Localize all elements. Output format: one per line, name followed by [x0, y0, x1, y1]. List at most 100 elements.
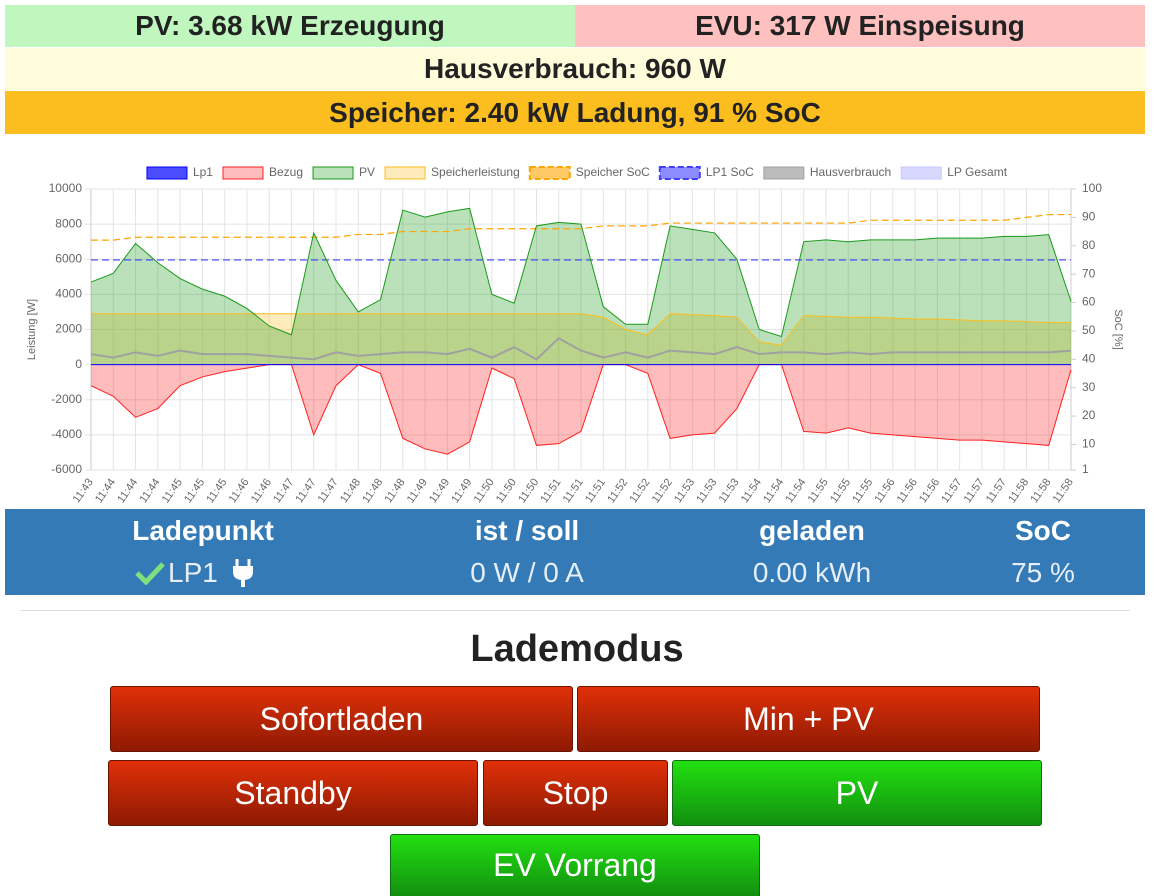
y-tick-label: 0	[75, 357, 82, 371]
evu-status: EVU: 317 W Einspeisung	[575, 5, 1145, 47]
x-tick-label: 11:53	[672, 477, 697, 506]
x-tick-label: 11:47	[293, 477, 318, 506]
x-tick-label: 11:58	[1028, 477, 1053, 506]
x-tick-label: 11:54	[761, 477, 786, 506]
legend-swatch	[763, 166, 805, 180]
legend-swatch	[312, 166, 354, 180]
legend-swatch	[222, 166, 264, 180]
x-tick-label: 11:51	[561, 477, 586, 506]
chargepoint-name: LP1	[168, 557, 218, 588]
x-tick-label: 11:54	[783, 477, 808, 506]
y-tick-label: 4000	[55, 287, 82, 301]
y-tick-label: -2000	[51, 392, 82, 406]
divider	[20, 610, 1130, 611]
y2-tick-label: 100	[1082, 181, 1102, 195]
x-tick-label: 11:50	[472, 477, 497, 506]
y2-axis-title: SoC [%]	[1112, 309, 1124, 349]
area	[91, 364, 1071, 455]
legend-swatch	[658, 166, 701, 180]
x-tick-label: 11:55	[828, 477, 853, 506]
legend-label: Lp1	[193, 165, 213, 179]
x-tick-label: 11:49	[405, 477, 430, 506]
x-tick-label: 11:52	[628, 477, 653, 506]
mode-button[interactable]: PV	[672, 760, 1042, 826]
y-tick-label: 10000	[49, 181, 83, 195]
legend-label: Speicherleistung	[431, 165, 520, 179]
legend-label: LP1 SoC	[706, 165, 754, 179]
legend-label: Bezug	[269, 165, 303, 179]
legend-swatch	[146, 166, 188, 180]
mode-button[interactable]: Min + PV	[577, 686, 1040, 752]
x-tick-label: 11:54	[739, 477, 764, 506]
x-tick-label: 11:58	[1051, 477, 1076, 506]
x-tick-label: 11:47	[271, 477, 296, 506]
legend-swatch	[528, 166, 571, 180]
chargepoint-panel	[5, 509, 1145, 595]
legend-swatch	[384, 166, 426, 180]
legend-swatch	[900, 166, 942, 180]
x-tick-label: 11:55	[806, 477, 831, 506]
x-tick-label: 11:57	[939, 477, 964, 506]
x-tick-label: 11:50	[516, 477, 541, 506]
x-tick-label: 11:44	[115, 477, 140, 506]
y2-tick-label: 90	[1082, 210, 1096, 224]
y-axis-title: Leistung [W]	[26, 299, 38, 360]
y-tick-label: 6000	[55, 251, 82, 265]
x-tick-label: 11:56	[895, 477, 920, 506]
x-tick-label: 11:44	[93, 477, 118, 506]
energy-value: 0.00 kWh	[752, 557, 872, 588]
mode-button[interactable]: Stop	[483, 760, 668, 826]
mode-button[interactable]: Sofortladen	[110, 686, 573, 752]
storage-status: Speicher: 2.40 kW Ladung, 91 % SoC	[5, 91, 1145, 134]
x-tick-label: 11:46	[249, 477, 274, 506]
x-tick-label: 11:57	[984, 477, 1009, 506]
y2-tick-label: 40	[1082, 351, 1096, 365]
x-tick-label: 11:50	[494, 477, 519, 506]
x-tick-label: 11:57	[962, 477, 987, 506]
x-tick-label: 11:43	[71, 477, 96, 506]
area	[91, 208, 1071, 365]
legend-label: PV	[359, 165, 375, 179]
x-tick-label: 11:46	[227, 477, 252, 506]
x-tick-label: 11:48	[360, 477, 385, 506]
y2-tick-label: 60	[1082, 295, 1096, 309]
mode-button[interactable]: EV Vorrang	[390, 834, 760, 896]
line	[91, 213, 1071, 241]
legend-label: LP Gesamt	[947, 165, 1007, 179]
house-status: Hausverbrauch: 960 W	[5, 48, 1145, 90]
plug-icon	[233, 559, 253, 587]
x-tick-label: 11:58	[1006, 477, 1031, 506]
y-tick-label: -4000	[51, 427, 82, 441]
y2-tick-label: 50	[1082, 323, 1096, 337]
x-tick-label: 11:44	[138, 477, 163, 506]
x-tick-label: 11:56	[917, 477, 942, 506]
x-tick-label: 11:56	[873, 477, 898, 506]
y-tick-label: 8000	[55, 216, 82, 230]
legend: Lp1 Bezug PV Speicherleistung Speicher SoC LP…	[146, 165, 1008, 180]
column-header: Ladepunkt	[132, 515, 274, 546]
x-tick-label: 11:51	[583, 477, 608, 506]
pv-status: PV: 3.68 kW Erzeugung	[5, 5, 575, 47]
y2-tick-label: 20	[1082, 408, 1096, 422]
x-tick-label: 11:45	[182, 477, 207, 506]
x-tick-label: 11:55	[850, 477, 875, 506]
column-header: geladen	[759, 515, 865, 546]
chart: 11:4311:4411:4411:4411:4511:4511:4511:46…	[26, 165, 1124, 506]
x-tick-label: 11:48	[383, 477, 408, 506]
y2-tick-label: 1	[1082, 462, 1089, 476]
mode-button[interactable]: Standby	[108, 760, 478, 826]
x-tick-label: 11:48	[338, 477, 363, 506]
y2-tick-label: 70	[1082, 266, 1096, 280]
line	[90, 364, 1072, 455]
y-tick-label: 2000	[55, 322, 82, 336]
y2-tick-label: 10	[1082, 437, 1096, 451]
line	[90, 207, 1072, 338]
x-tick-label: 11:49	[427, 477, 452, 506]
line	[90, 337, 1072, 361]
x-tick-label: 11:53	[694, 477, 719, 506]
power-value: 0 W / 0 A	[470, 557, 584, 588]
mode-title: Lademodus	[470, 628, 684, 670]
x-tick-label: 11:45	[160, 477, 185, 506]
x-tick-label: 11:52	[605, 477, 630, 506]
